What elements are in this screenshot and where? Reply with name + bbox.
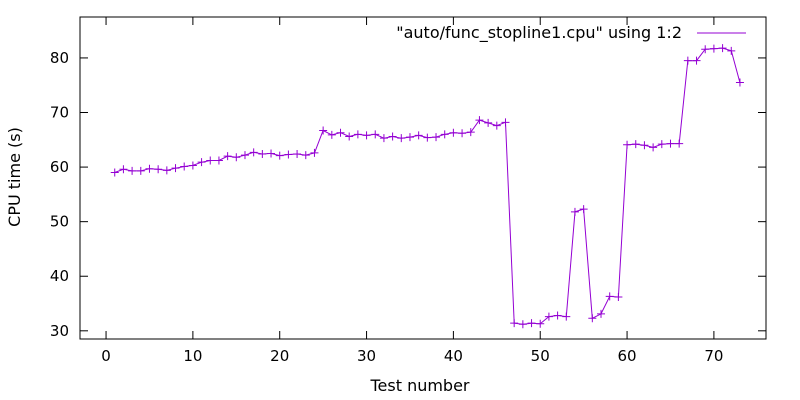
data-point [414,131,423,140]
legend-label: "auto/func_stopline1.cpu" using 1:2 [396,23,682,43]
y-tick-label: 60 [50,158,69,176]
data-point [701,45,710,54]
x-tick-label: 40 [444,347,463,365]
data-point [188,161,197,170]
data-point [475,116,484,125]
x-tick-label: 0 [101,347,111,365]
data-point [405,133,414,142]
data-point [267,149,276,158]
data-point [649,143,658,152]
data-point [727,46,736,55]
series-line [114,47,741,325]
x-tick-label: 50 [531,347,550,365]
data-point [458,129,467,138]
data-point [518,320,527,329]
y-tick-label: 30 [50,322,69,340]
y-axis-label: CPU time (s) [5,127,24,227]
data-point [319,126,328,135]
plot-frame [79,16,767,340]
x-tick-label: 10 [183,347,202,365]
data-point [371,130,380,139]
x-tick-label: 30 [357,347,376,365]
data-point [692,56,701,65]
data-point [709,44,718,53]
data-point [553,311,562,320]
data-point [666,139,675,148]
y-tick-label: 40 [50,267,69,285]
data-point [605,292,614,301]
data-point [249,148,258,157]
data-point [154,165,163,174]
data-point [623,140,632,149]
data-point [588,314,597,323]
data-point [683,56,692,65]
data-point [223,152,232,161]
data-point [492,121,501,130]
data-point [449,128,458,137]
data-point [327,130,336,139]
data-point [640,141,649,150]
data-point [379,134,388,143]
x-axis-label: Test number [369,376,469,395]
plot-area: 0 10 20 30 40 50 60 70 30 40 50 60 70 80 [50,16,767,365]
data-point [258,149,267,158]
data-point [128,166,137,175]
data-point [180,162,189,171]
data-point [136,166,145,175]
data-point [466,128,475,137]
data-point [336,128,345,137]
y-tick-label: 50 [50,213,69,231]
data-point [440,130,449,139]
data-point [284,150,293,159]
data-point [484,118,493,127]
data-point [353,130,362,139]
data-point [536,319,545,328]
data-point [614,292,623,301]
data-point [570,207,579,216]
x-tick-label: 60 [618,347,637,365]
data-point [197,158,206,167]
data-point [232,153,241,162]
data-point [501,118,510,127]
data-point [362,131,371,140]
data-point [562,312,571,321]
data-point [145,164,154,173]
data-point [162,166,171,175]
x-tick-label: 70 [704,347,723,365]
data-point [579,205,588,214]
data-point [527,319,536,328]
data-point [735,78,744,87]
data-point [397,134,406,143]
data-point [206,156,215,165]
x-tick-label: 20 [270,347,289,365]
data-point [432,133,441,142]
data-point [631,140,640,149]
data-point [597,309,606,318]
data-point [510,319,519,328]
data-point [388,132,397,141]
data-point [119,165,128,174]
y-tick-label: 80 [50,49,69,67]
data-point [214,156,223,165]
data-point [171,164,180,173]
data-point [110,168,119,177]
data-point [345,132,354,141]
data-point [675,139,684,148]
data-point [657,140,666,149]
data-point [310,148,319,157]
data-point [240,151,249,160]
data-point [544,312,553,321]
y-tick-label: 70 [50,104,69,122]
data-point [718,44,727,53]
data-point [423,133,432,142]
data-point [301,151,310,160]
data-point [293,149,302,158]
data-point [275,151,284,160]
